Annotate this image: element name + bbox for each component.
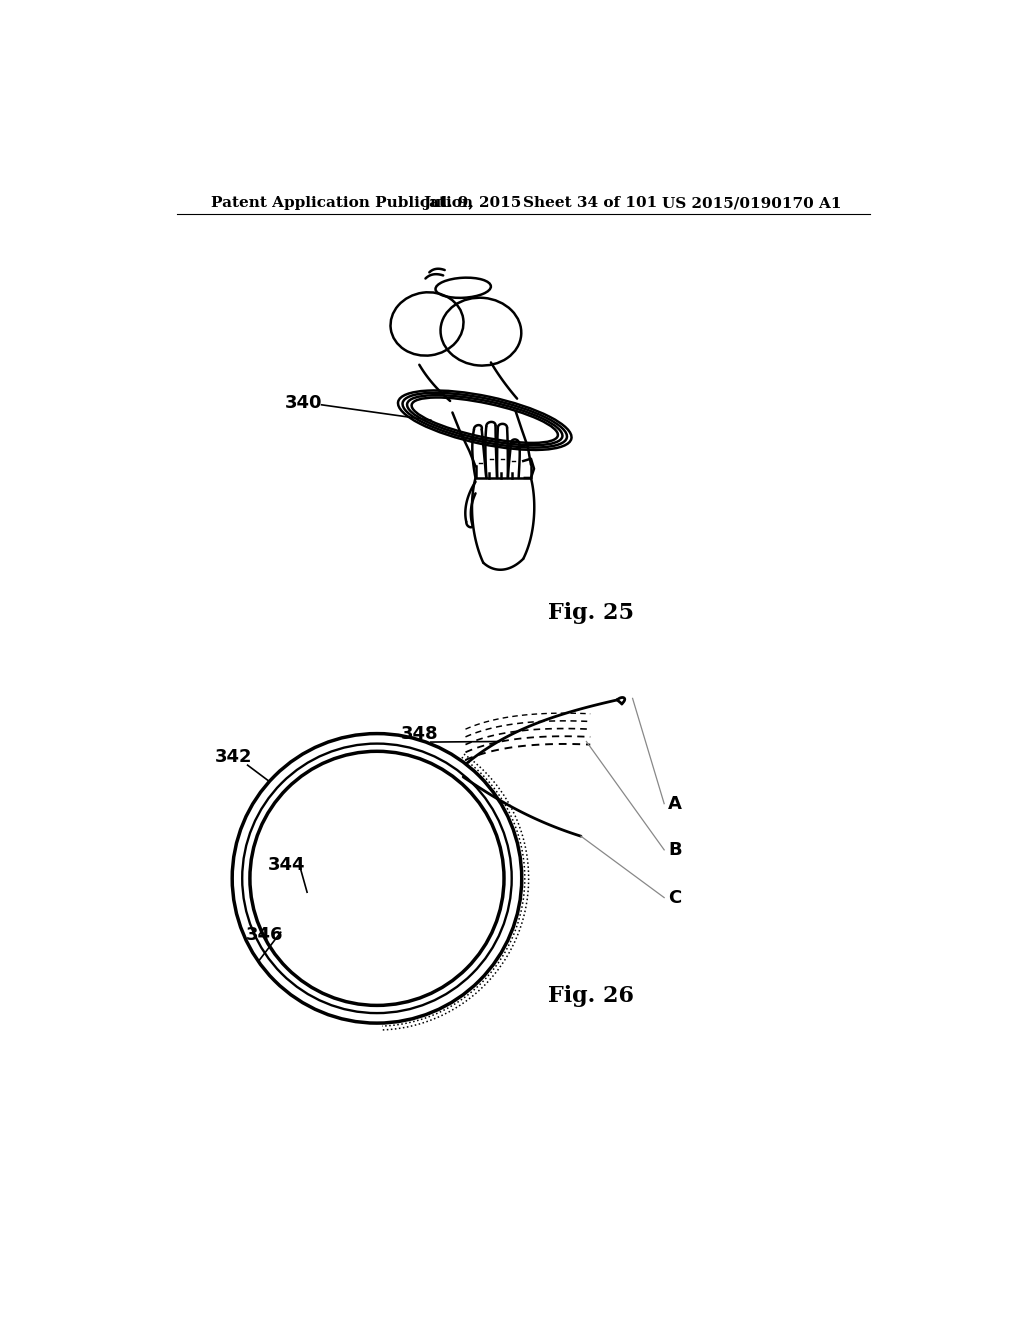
Text: Fig. 25: Fig. 25 bbox=[548, 602, 634, 624]
Text: Patent Application Publication: Patent Application Publication bbox=[211, 197, 473, 210]
Text: A: A bbox=[668, 795, 682, 813]
Text: US 2015/0190170 A1: US 2015/0190170 A1 bbox=[662, 197, 842, 210]
Text: 344: 344 bbox=[267, 857, 305, 874]
Text: Fig. 26: Fig. 26 bbox=[548, 985, 634, 1007]
Text: B: B bbox=[668, 841, 682, 859]
Text: 346: 346 bbox=[246, 925, 284, 944]
Text: Jul. 9, 2015: Jul. 9, 2015 bbox=[423, 197, 521, 210]
Text: 342: 342 bbox=[215, 748, 253, 767]
Text: Sheet 34 of 101: Sheet 34 of 101 bbox=[523, 197, 657, 210]
Text: 348: 348 bbox=[400, 726, 438, 743]
Text: C: C bbox=[668, 888, 681, 907]
Text: 340: 340 bbox=[285, 395, 323, 412]
